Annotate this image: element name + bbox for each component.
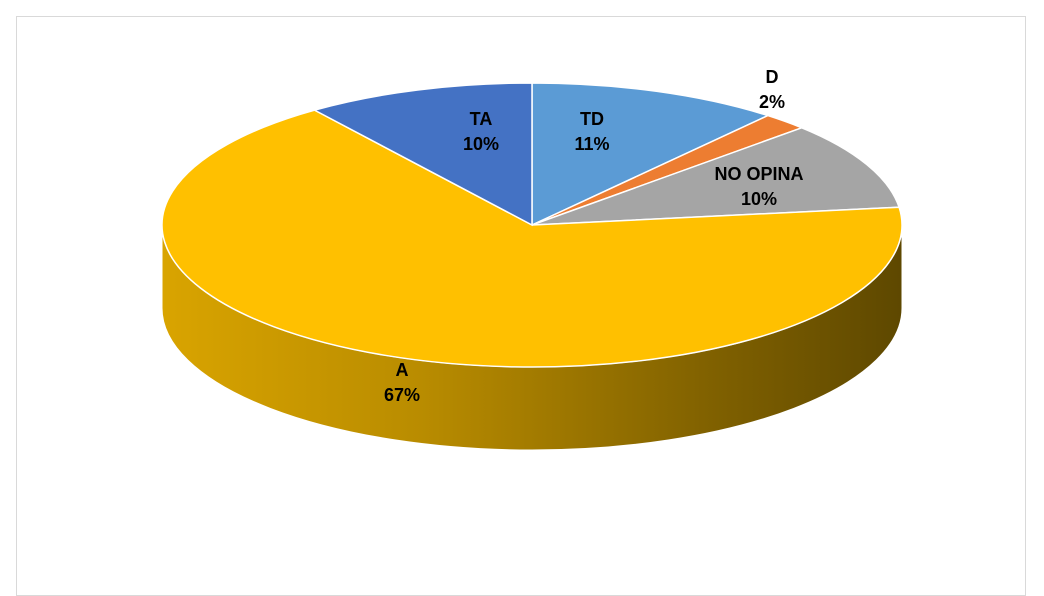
data-label-category: A bbox=[396, 360, 409, 380]
pie-chart: TD 11% D 2% NO OPINA 10% A 67% TA 10% bbox=[161, 67, 903, 451]
data-label-percent: 10% bbox=[463, 134, 499, 154]
data-label-category: NO OPINA bbox=[714, 164, 803, 184]
slice-ta bbox=[312, 82, 533, 227]
data-label-td: TD 11% bbox=[574, 109, 609, 154]
data-label-no-opina: NO OPINA 10% bbox=[714, 164, 803, 209]
slice-a bbox=[161, 109, 903, 368]
data-label-category: TA bbox=[470, 109, 493, 129]
slice-td bbox=[531, 82, 770, 227]
data-label-d: D 2% bbox=[759, 67, 785, 112]
slice-no-opina bbox=[531, 126, 901, 226]
data-label-ta: TA 10% bbox=[463, 109, 499, 154]
data-label-category: D bbox=[766, 67, 779, 87]
data-label-a: A 67% bbox=[384, 360, 420, 405]
data-label-percent: 11% bbox=[574, 134, 609, 154]
data-label-percent: 67% bbox=[384, 385, 420, 405]
data-label-percent: 2% bbox=[759, 92, 785, 112]
data-label-category: TD bbox=[580, 109, 604, 129]
data-label-percent: 10% bbox=[741, 189, 777, 209]
